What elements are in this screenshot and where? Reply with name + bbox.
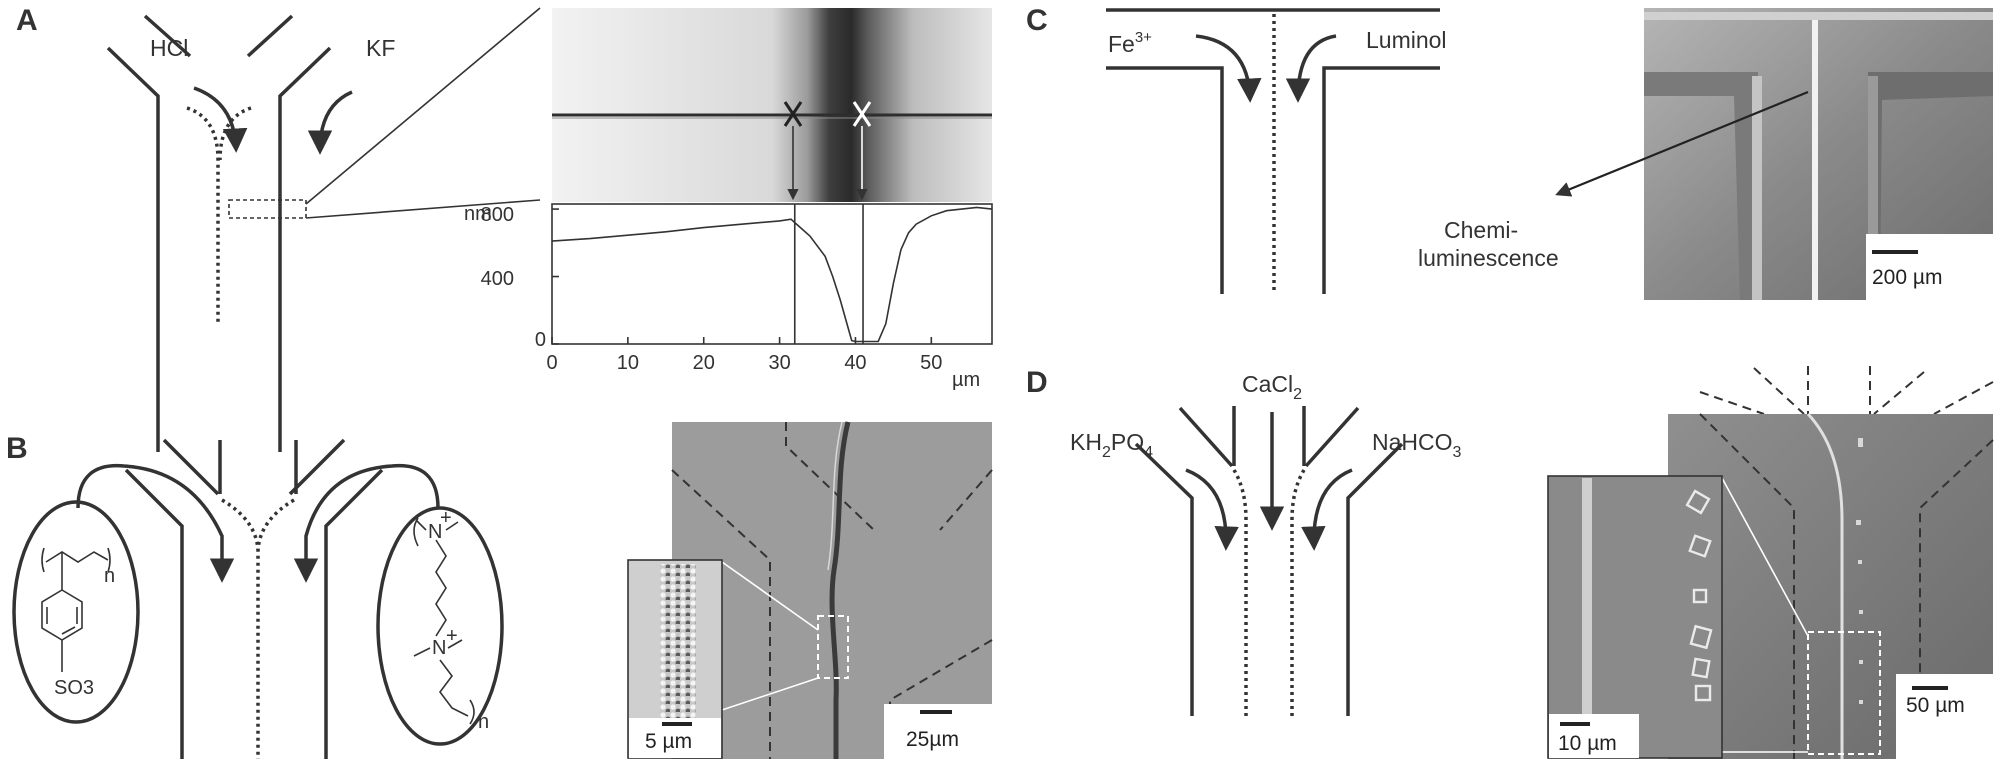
right-polymer-ellipse	[376, 506, 504, 746]
zoom-line-bottom	[305, 199, 541, 219]
c-scale-label: 200 µm	[1872, 266, 1942, 289]
chemiluminescence-line	[1812, 20, 1818, 300]
x-tick-label: 0	[546, 352, 557, 374]
svg-text:N: N	[428, 521, 442, 543]
d-inset	[1547, 475, 1723, 759]
b-main-scale-label: 25µm	[906, 728, 959, 751]
y-tick-800: 800	[481, 204, 514, 226]
left-polymer-flow-arrow	[76, 463, 235, 583]
d-precipitate-line	[1806, 412, 1844, 759]
panel-d: D CaCl2 KH2PO4 NaHCO3	[1026, 366, 1994, 759]
profile-plot: nm 800 400 0 0 10 20 30 40 50 µm	[464, 203, 993, 391]
chemiluminescence-label-1: Chemi-	[1444, 217, 1518, 243]
panel-a-channel	[106, 7, 541, 452]
panel-b: B n SO3	[6, 421, 993, 759]
left-polymer-ellipse	[12, 500, 140, 724]
panel-b-channel	[76, 438, 440, 759]
panel-d-channel	[1134, 406, 1404, 716]
d-zoom-box	[1807, 631, 1881, 755]
panel-a: A HCl KF	[16, 4, 993, 452]
panel-c-micrograph: 200 µm	[1644, 8, 1993, 300]
svg-text:+: +	[440, 507, 452, 529]
precipitate-membrane	[829, 421, 851, 759]
chemiluminescence-pointer	[1555, 90, 1809, 197]
plot-frame	[551, 203, 993, 345]
reagent-luminol-label: Luminol	[1366, 27, 1447, 53]
fe-flow-arrow	[1195, 34, 1262, 103]
polymer-ionene-structure: N + N + n	[376, 506, 504, 746]
ionene-subscript-n: n	[478, 711, 489, 733]
polymer-pss-structure: n SO3	[12, 500, 140, 724]
d-inset-scale-label: 10 µm	[1558, 732, 1617, 755]
reagent-hcl-label: HCl	[150, 35, 188, 61]
kf-flow-arrow	[307, 90, 353, 155]
reagent-fe-label: Fe3+	[1108, 29, 1152, 57]
nahco3-flow-arrow	[1301, 468, 1353, 551]
height-profile-line	[551, 206, 993, 343]
svg-text:+: +	[446, 625, 458, 647]
svg-text:N: N	[432, 637, 446, 659]
x-tick-label: 40	[844, 352, 866, 374]
y-tick-400: 400	[481, 268, 514, 290]
zoom-region-box	[228, 199, 307, 219]
x-tick-label: 30	[768, 352, 790, 374]
panel-a-micrograph	[552, 8, 992, 202]
black-cross-marker	[783, 101, 803, 127]
panel-c: C Fe3+ Luminol 200 µm Chemi- luminescenc…	[1026, 4, 1993, 300]
kh2po4-flow-arrow	[1185, 468, 1239, 551]
x-tick-label: 20	[693, 352, 715, 374]
y-unit-label: nm	[464, 203, 492, 225]
right-polymer-flow-arrow	[293, 463, 440, 583]
x-tick-label: 10	[617, 352, 639, 374]
zoom-line-top	[305, 7, 541, 205]
pss-subscript-n: n	[104, 565, 115, 587]
luminol-flow-arrow	[1285, 34, 1337, 103]
reagent-kf-label: KF	[366, 35, 395, 61]
calcium-phosphate-crystals	[1685, 489, 1713, 702]
panel-d-letter: D	[1026, 366, 1048, 399]
panel-b-micrograph: 5 µm 25µm	[627, 421, 993, 759]
panel-c-letter: C	[1026, 4, 1048, 37]
panel-a-letter: A	[16, 4, 38, 37]
b-inset-scale-label: 5 µm	[645, 730, 692, 753]
x-unit-label: µm	[952, 369, 980, 391]
x-tick-label: 50	[920, 352, 942, 374]
reagent-nahco3-label: NaHCO3	[1372, 429, 1462, 461]
y-tick-0: 0	[535, 329, 546, 351]
reagent-cacl2-label: CaCl2	[1242, 371, 1302, 403]
d-main-scale-label: 50 µm	[1906, 694, 1965, 717]
panel-b-letter: B	[6, 432, 28, 465]
sulfonate-group-label: SO3	[54, 677, 94, 699]
hcl-flow-arrow	[193, 86, 248, 153]
white-cross-marker	[852, 101, 872, 127]
b-zoom-box	[817, 615, 849, 679]
panel-c-channel	[1106, 8, 1440, 294]
x-tick-labels: 0 10 20 30 40 50	[546, 352, 942, 374]
panel-d-micrograph: 10 µm 50 µm	[1547, 366, 1994, 759]
chemiluminescence-label-2: luminescence	[1418, 245, 1559, 271]
plot-ticks	[551, 208, 933, 345]
reagent-kh2po4-label: KH2PO4	[1070, 429, 1153, 461]
